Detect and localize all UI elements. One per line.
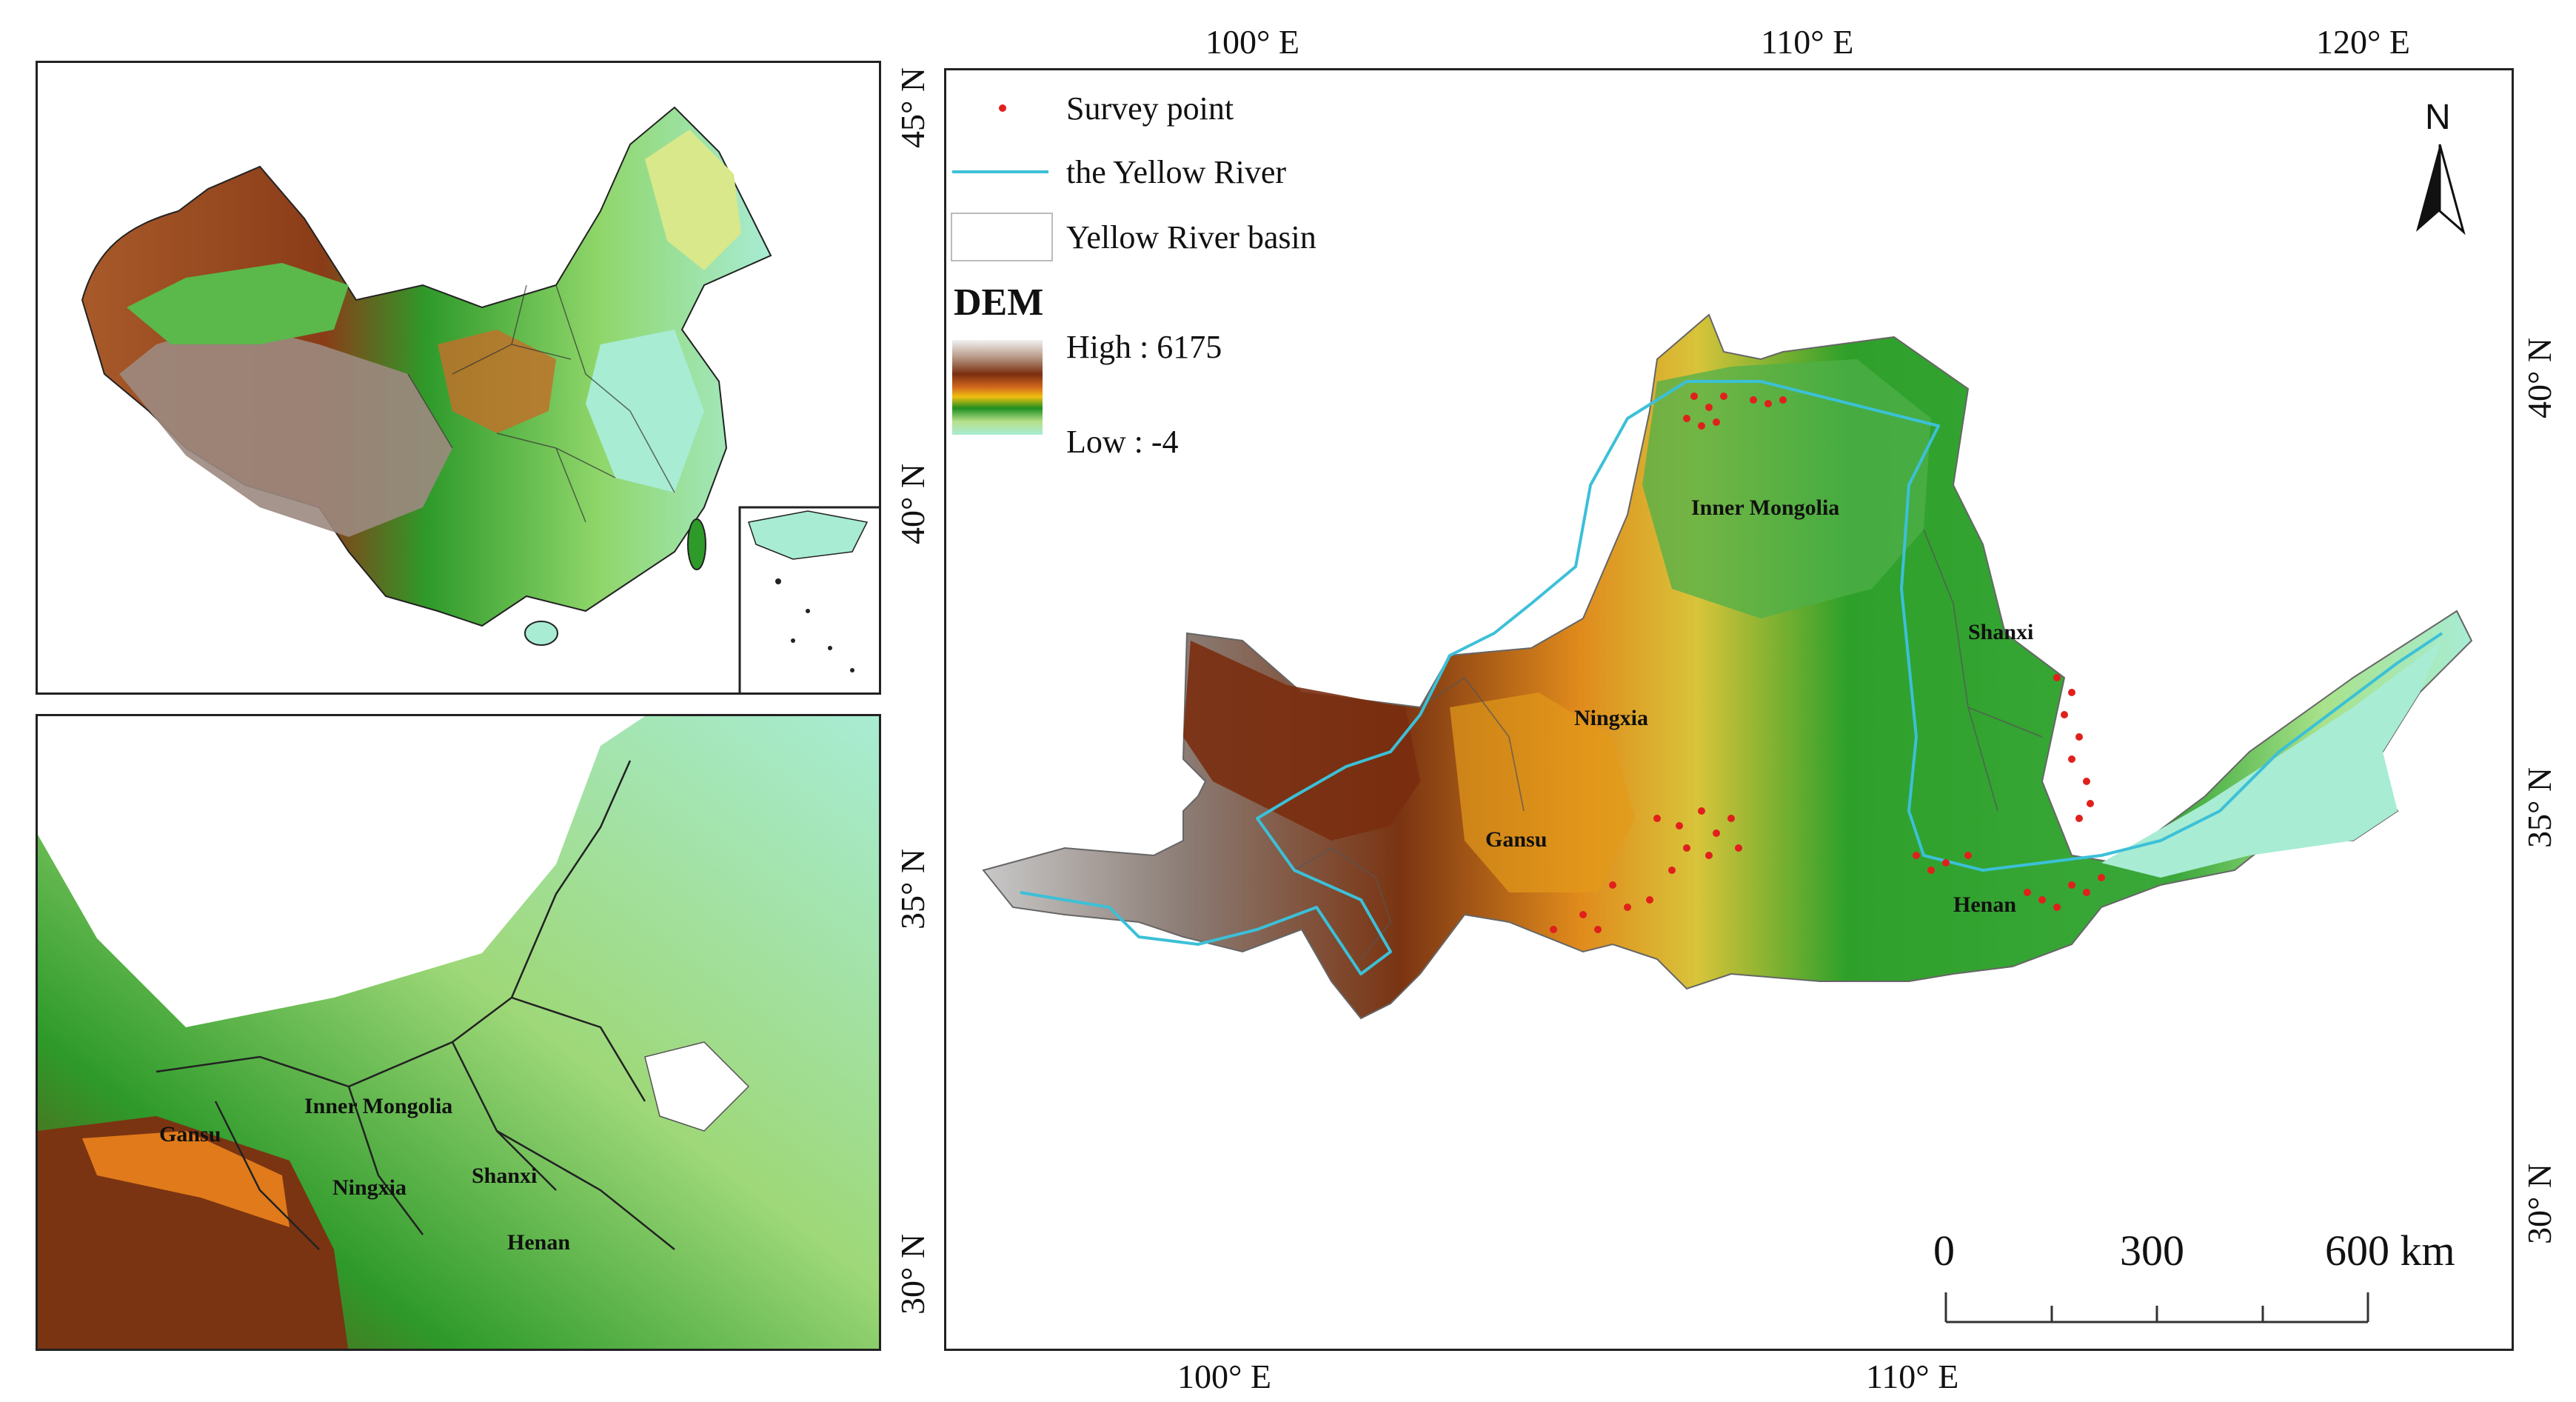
map-label-shanxi: Shanxi <box>1968 620 2034 644</box>
inset-label-gansu: Gansu <box>159 1122 221 1146</box>
south-china-sea-inset <box>738 506 879 692</box>
map-label-ningxia: Ningxia <box>1574 706 1649 730</box>
regional-orange-belt <box>82 1131 290 1227</box>
regional-zoom-inset: Gansu Inner Mongolia Ningxia Shanxi Hena… <box>36 714 881 1351</box>
legend: Survey point the Yellow River Yellow Riv… <box>946 70 1465 485</box>
scale-label-0: 0 <box>1933 1226 1955 1275</box>
upper-basin-highland <box>1183 641 1420 841</box>
bottom-label-100e: 100° E <box>1177 1358 1271 1395</box>
yellow-river-line <box>1020 380 2443 975</box>
northeast-plain <box>645 130 741 270</box>
basin-dem-map <box>982 144 2473 1323</box>
east-plain <box>586 330 704 493</box>
dem-low-label: Low : -4 <box>1066 424 1179 460</box>
regional-province-borders <box>155 760 675 1250</box>
hainan-island <box>524 621 558 646</box>
right-label-35n: 35° N <box>2520 767 2558 848</box>
bohai-sea <box>644 1041 750 1132</box>
lower-plain <box>2101 641 2442 878</box>
china-dem-map <box>81 106 879 692</box>
legend-yellow-river-label: the Yellow River <box>1066 154 1286 190</box>
scale-label-300: 300 <box>2120 1226 2184 1275</box>
river-symbol-icon <box>952 170 1048 173</box>
bottom-label-110e: 110° E <box>1866 1358 1959 1395</box>
inset-label-shanxi: Shanxi <box>472 1164 538 1188</box>
north-arrow-label: N <box>2425 98 2451 137</box>
dem-high-label: High : 6175 <box>1066 329 1222 365</box>
map-label-henan: Henan <box>1953 892 2017 917</box>
loess-plateau <box>438 330 556 433</box>
tarim-basin <box>127 263 349 344</box>
map-label-gansu: Gansu <box>1485 827 1548 852</box>
map-label-inner-mongolia: Inner Mongolia <box>1691 495 1840 520</box>
dem-title: DEM <box>954 281 1044 324</box>
left-label-40n: 40° N <box>894 463 931 544</box>
right-label-30n: 30° N <box>2520 1163 2558 1244</box>
province-boundaries <box>1294 529 2043 960</box>
basin-symbol-icon <box>951 213 1053 261</box>
china-landmass <box>81 106 772 627</box>
top-label-120e: 120° E <box>2316 23 2410 61</box>
top-label-110e: 110° E <box>1761 23 1854 61</box>
regional-dem-map <box>38 716 879 1349</box>
loess-orange-zone <box>1450 692 1635 892</box>
top-label-100e: 100° E <box>1205 23 1299 61</box>
dem-color-ramp <box>952 340 1043 435</box>
inset-label-henan: Henan <box>507 1230 571 1255</box>
yellow-river-basin-polygon <box>982 313 2473 1020</box>
scale-label-600-km: 600 km <box>2325 1226 2455 1275</box>
left-label-35n: 35° N <box>894 848 931 929</box>
inset-label-inner-mongolia: Inner Mongolia <box>304 1094 453 1118</box>
survey-point-symbol-icon <box>999 104 1006 112</box>
main-basin-map: Survey point the Yellow River Yellow Riv… <box>944 68 2514 1351</box>
china-overview-inset <box>36 61 881 695</box>
legend-basin-label: Yellow River basin <box>1066 219 1317 256</box>
right-label-40n: 40° N <box>2520 337 2558 418</box>
legend-survey-point-label: Survey point <box>1066 90 1234 127</box>
inset-label-ningxia: Ningxia <box>332 1175 407 1200</box>
taiwan-island <box>687 518 706 570</box>
province-borders <box>407 284 675 523</box>
left-label-30n: 30° N <box>894 1233 931 1315</box>
tibet-plateau <box>119 322 452 537</box>
scale-bar <box>1944 1292 2369 1323</box>
survey-points <box>1550 393 2105 933</box>
north-arrow-icon <box>2416 144 2466 236</box>
left-label-45n: 45° N <box>894 67 931 148</box>
